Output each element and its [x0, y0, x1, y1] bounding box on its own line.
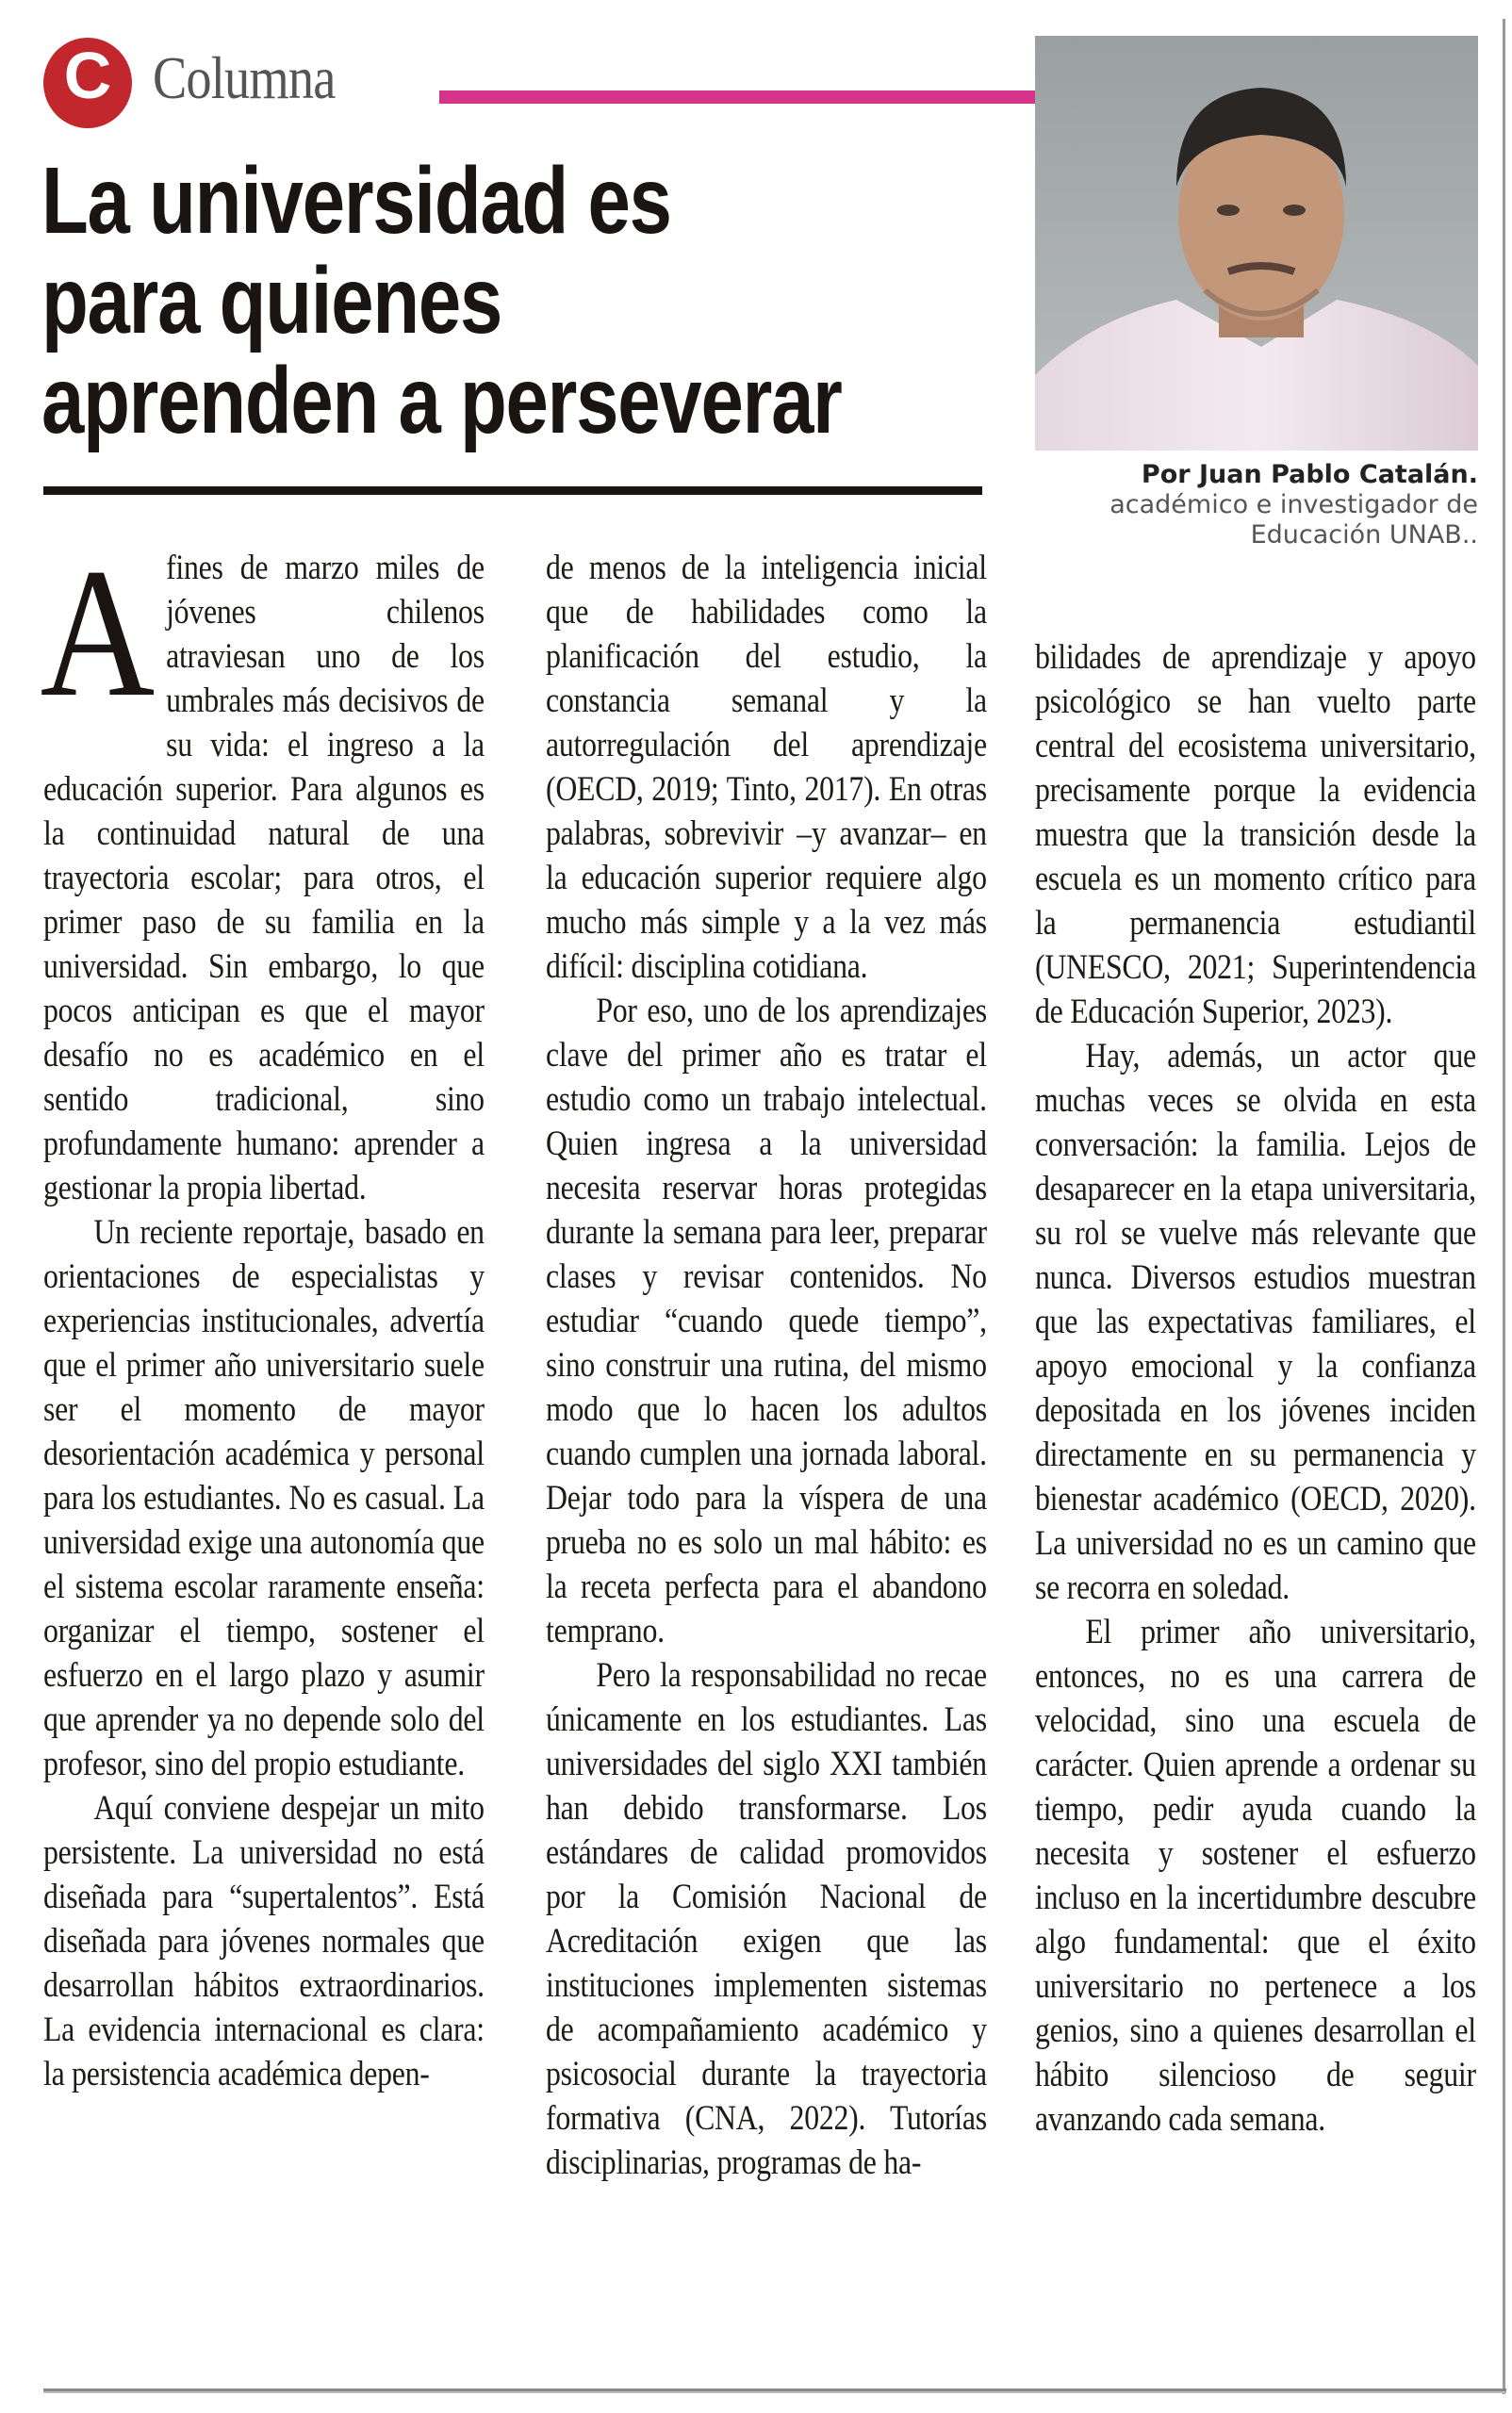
byline-author: Por Juan Pablo Catalán.: [1141, 460, 1478, 489]
article-paragraph: Pero la responsabilidad no recae únicame…: [546, 1656, 987, 2182]
section-accent-bar: [439, 90, 1037, 104]
headline-line: para quienes: [41, 248, 502, 353]
byline-role: Educación UNAB..: [1250, 520, 1478, 550]
bottom-rule: [43, 2388, 1506, 2393]
author-portrait-image: [1035, 36, 1478, 451]
logo-letter: C: [63, 39, 112, 112]
byline-role: académico e investigador de: [1109, 490, 1478, 519]
headline-rule: [43, 486, 982, 495]
headline-line: aprenden a perseverar: [41, 348, 843, 453]
article-paragraph: de menos de la inteligencia inicial que …: [546, 549, 987, 986]
page-border: [1503, 19, 1505, 2394]
headline-line: La universidad es: [41, 148, 672, 254]
section-label: Columna: [153, 44, 336, 111]
article-paragraph: Aquí conviene despejar un mito persisten…: [43, 1789, 485, 2093]
column-logo-icon: C: [43, 38, 132, 128]
headline: La universidad es para quienes aprenden …: [41, 151, 978, 451]
article-column-1: A fines de marzo miles de jóvenes chilen…: [40, 531, 485, 2096]
drop-cap: A: [40, 531, 156, 735]
article-paragraph: Hay, además, un actor que muchas veces s…: [1035, 1037, 1476, 1607]
author-photo: [1035, 36, 1478, 451]
article-paragraph: Por eso, uno de los aprendizajes clave d…: [546, 992, 987, 1650]
article-paragraph: bilidades de aprendizaje y apoyo psicoló…: [1035, 638, 1476, 1031]
article-column-2: de menos de la inteligencia inicial que …: [546, 546, 987, 2185]
article-paragraph: El primer año universitario, entonces, n…: [1035, 1613, 1476, 2139]
article-paragraph: Un reciente reportaje, basado en orienta…: [43, 1213, 485, 1783]
article-column-3: bilidades de aprendizaje y apoyo psicoló…: [1035, 635, 1476, 2142]
article-paragraph: fines de marzo miles de jóvenes chilenos…: [43, 549, 485, 1207]
byline: Por Juan Pablo Catalán. académico e inve…: [1035, 460, 1478, 550]
